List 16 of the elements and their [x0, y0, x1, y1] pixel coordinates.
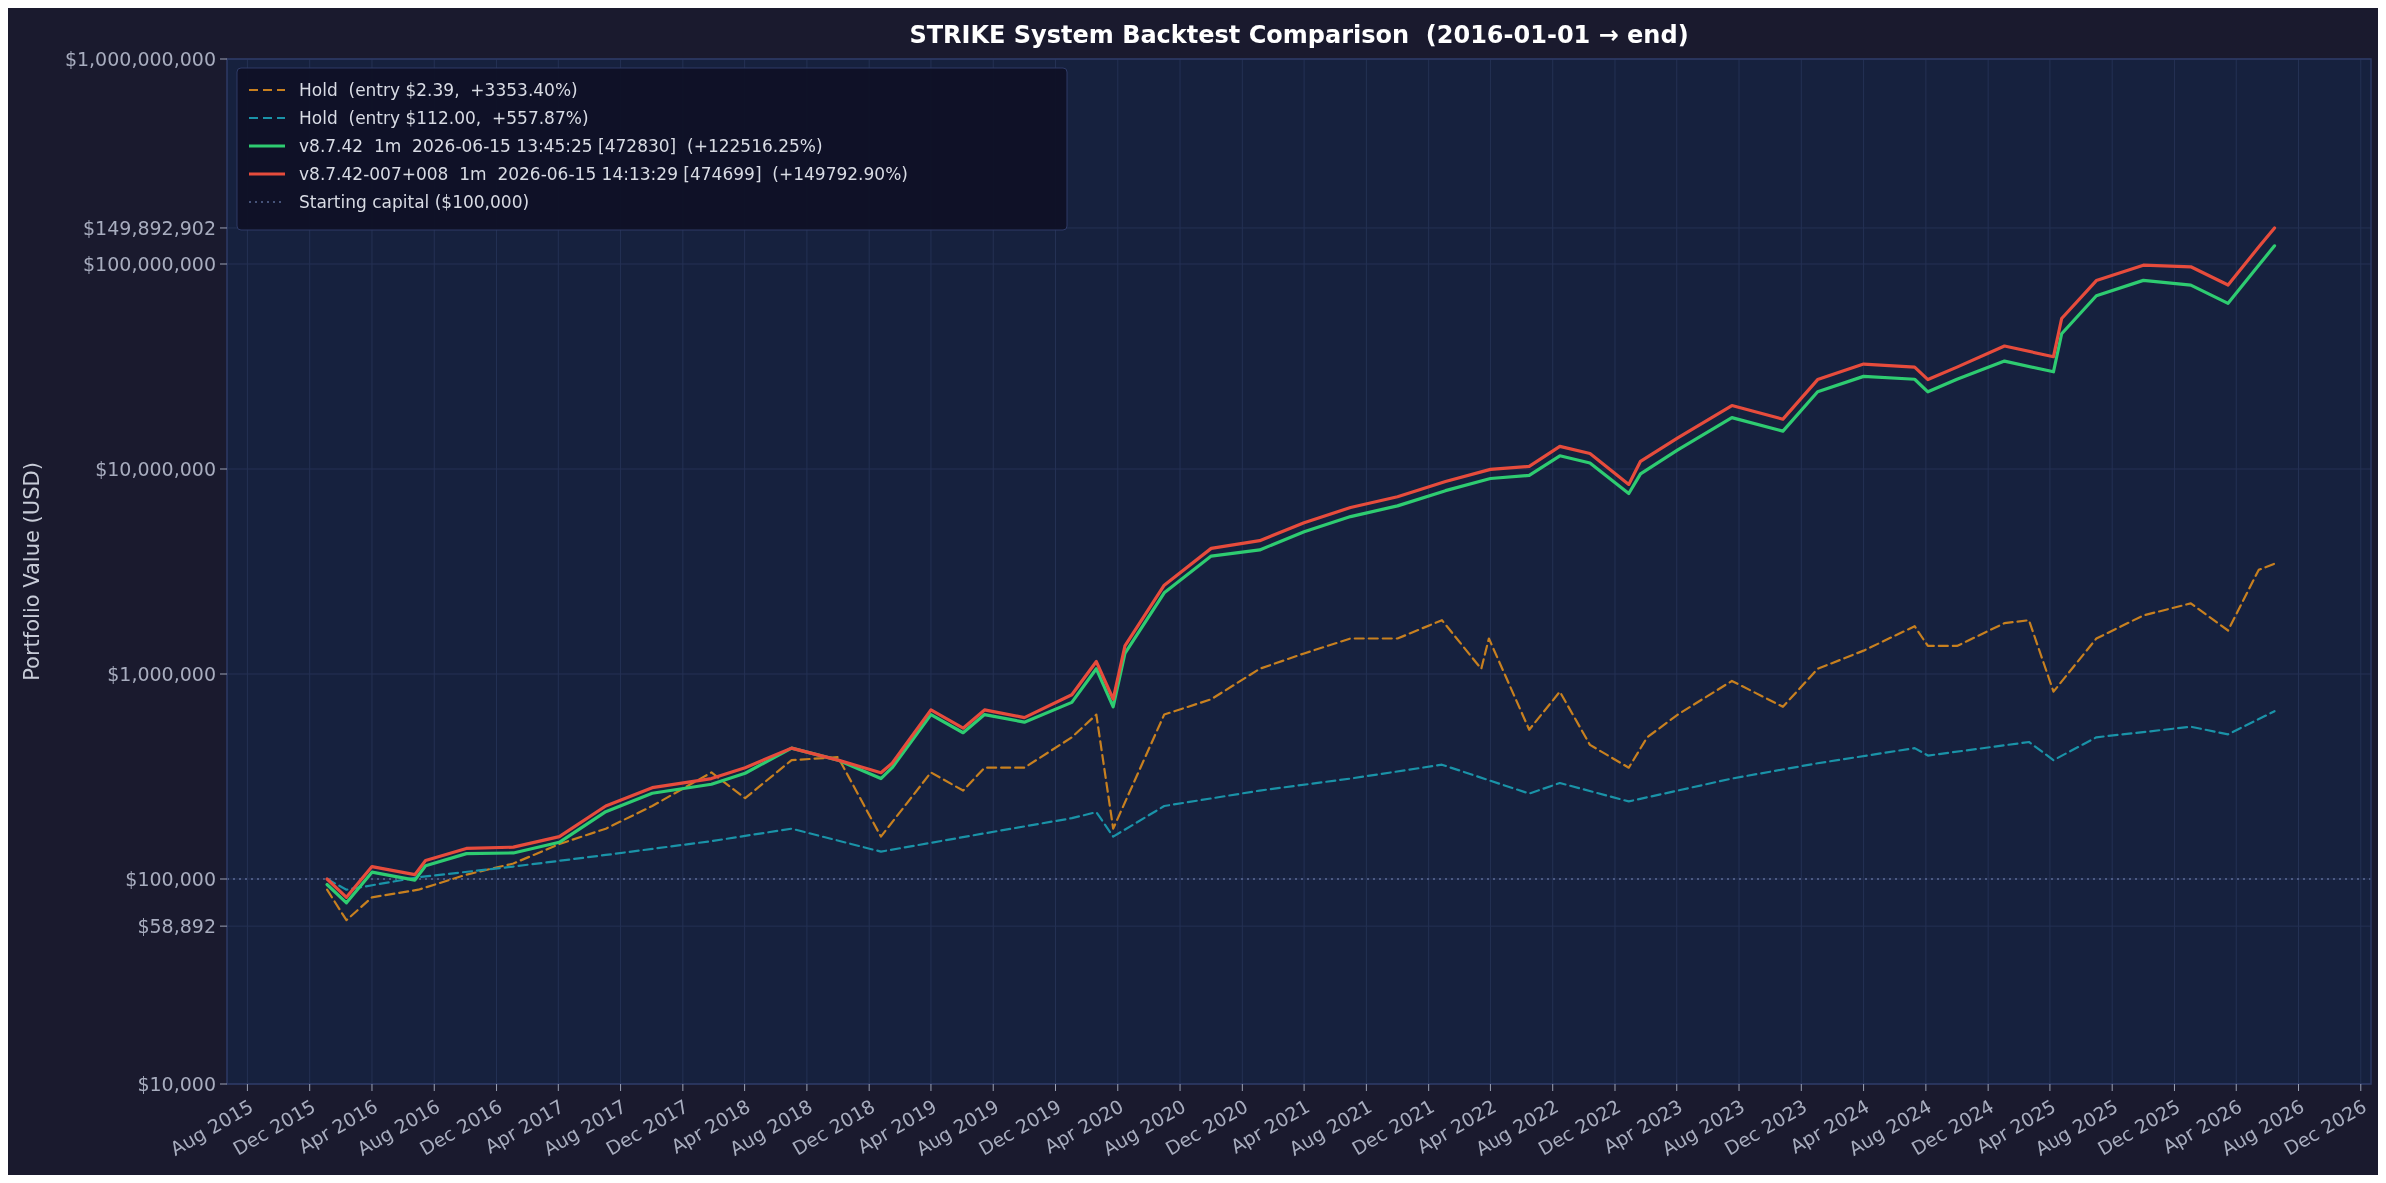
y-tick-label: $1,000,000,000 — [64, 48, 216, 70]
y-tick-label: $10,000,000 — [95, 458, 216, 480]
y-tick-label: $100,000 — [125, 868, 216, 890]
line-series — [325, 562, 2276, 922]
chart-title: STRIKE System Backtest Comparison (2016-01-01 → end) — [909, 21, 1689, 49]
y-axis-title: Portfolio Value (USD) — [20, 462, 44, 681]
y-tick-label: $1,000,000 — [107, 663, 216, 685]
legend-label: v8.7.42-007+008 1m 2026-06-15 14:13:29 [474699] (+149792.90%) — [299, 164, 908, 184]
legend-label: Hold (entry $112.00, +557.87%) — [299, 108, 589, 128]
legend-label: v8.7.42 1m 2026-06-15 13:45:25 [472830] (+122516.25%) — [299, 136, 823, 156]
y-tick-label: $100,000,000 — [83, 253, 216, 275]
y-tick-label: $10,000 — [137, 1073, 216, 1095]
y-tick-label: $149,892,902 — [83, 216, 216, 239]
legend-label: Starting capital ($100,000) — [299, 192, 530, 212]
y-tick-label: $58,892 — [137, 915, 216, 938]
legend-label: Hold (entry $2.39, +3353.40%) — [299, 80, 578, 100]
